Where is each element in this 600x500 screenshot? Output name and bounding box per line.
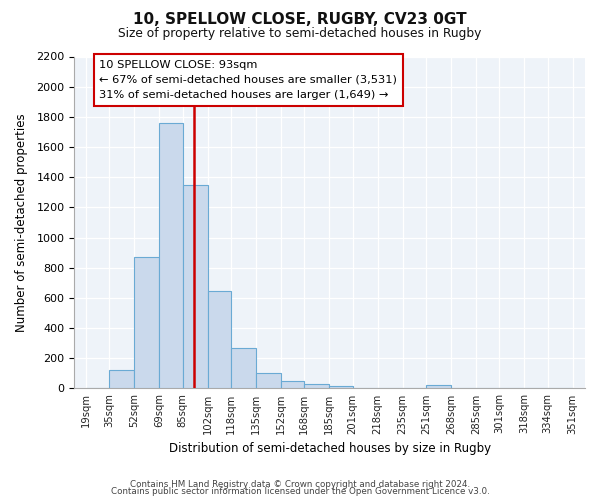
Text: Contains public sector information licensed under the Open Government Licence v3: Contains public sector information licen… [110,487,490,496]
Text: Size of property relative to semi-detached houses in Rugby: Size of property relative to semi-detach… [118,28,482,40]
Bar [304,384,329,388]
Bar [159,123,183,388]
Bar [208,291,231,388]
Bar [134,257,159,388]
Bar [426,386,451,388]
Bar [231,348,256,389]
Text: 10, SPELLOW CLOSE, RUGBY, CV23 0GT: 10, SPELLOW CLOSE, RUGBY, CV23 0GT [133,12,467,28]
Bar [183,184,208,388]
Text: Contains HM Land Registry data © Crown copyright and database right 2024.: Contains HM Land Registry data © Crown c… [130,480,470,489]
Bar [109,370,134,388]
Text: 10 SPELLOW CLOSE: 93sqm
← 67% of semi-detached houses are smaller (3,531)
31% of: 10 SPELLOW CLOSE: 93sqm ← 67% of semi-de… [99,60,397,100]
Bar [281,381,304,388]
Bar [256,374,281,388]
Bar [329,386,353,388]
X-axis label: Distribution of semi-detached houses by size in Rugby: Distribution of semi-detached houses by … [169,442,491,455]
Y-axis label: Number of semi-detached properties: Number of semi-detached properties [15,113,28,332]
